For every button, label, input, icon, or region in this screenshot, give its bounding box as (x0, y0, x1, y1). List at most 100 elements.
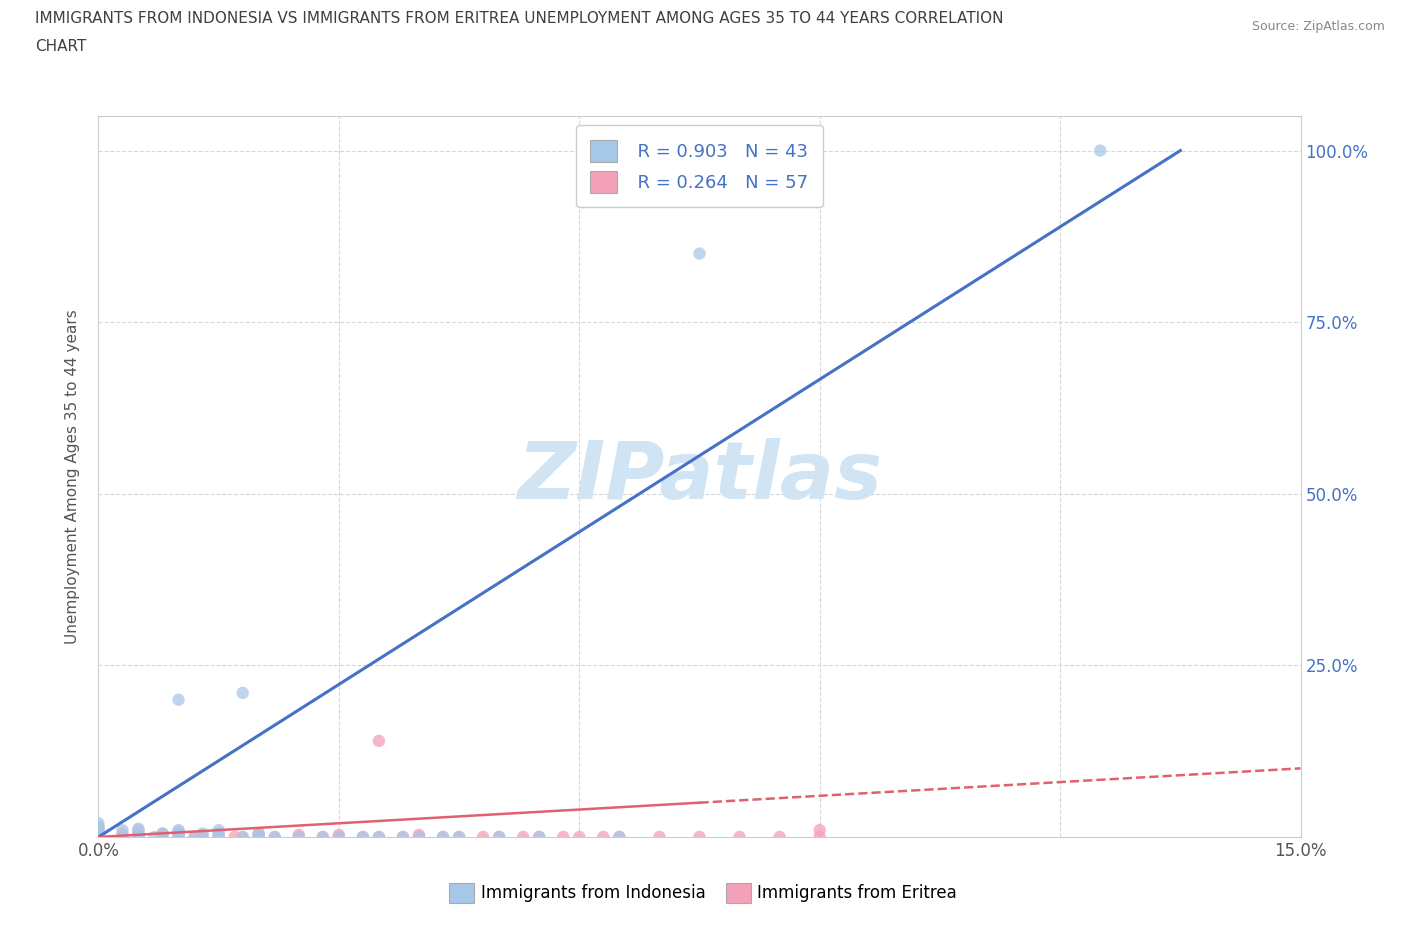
Point (1088, 143, 1111, 158)
Point (247, 826, 270, 841)
Point (208, 823, 231, 838)
Point (208, 830, 231, 844)
Point (447, 830, 470, 844)
Point (167, 826, 190, 841)
Point (568, 830, 591, 844)
Point (512, 830, 534, 844)
Point (447, 830, 470, 844)
Legend:   R = 0.903   N = 43,   R = 0.264   N = 57: R = 0.903 N = 43, R = 0.264 N = 57 (576, 126, 823, 207)
Point (167, 692, 190, 707)
Point (392, 830, 415, 844)
Point (208, 826, 231, 841)
Point (609, 830, 631, 844)
Point (128, 830, 150, 844)
Point (167, 824, 190, 839)
Point (87, 830, 110, 844)
Point (432, 830, 454, 844)
Point (529, 830, 551, 844)
Point (152, 830, 174, 844)
Point (111, 826, 134, 841)
Point (152, 826, 174, 841)
Point (328, 830, 350, 844)
Point (408, 830, 430, 844)
Point (352, 830, 374, 844)
Legend: Immigrants from Indonesia, Immigrants from Eritrea: Immigrants from Indonesia, Immigrants fr… (443, 876, 963, 910)
Point (111, 823, 134, 838)
Point (128, 823, 150, 838)
Point (247, 830, 270, 844)
Point (232, 830, 254, 844)
Point (288, 828, 311, 843)
Point (352, 830, 374, 844)
Point (87, 819, 110, 834)
Point (592, 830, 614, 844)
Point (488, 830, 510, 844)
Point (87, 819, 110, 834)
Y-axis label: Unemployment Among Ages 35 to 44 years: Unemployment Among Ages 35 to 44 years (65, 310, 80, 644)
Point (408, 830, 430, 844)
Point (208, 830, 231, 844)
Point (312, 830, 335, 844)
Point (472, 830, 495, 844)
Point (128, 826, 150, 841)
Point (288, 830, 311, 844)
Point (247, 826, 270, 841)
Point (87, 830, 110, 844)
Point (368, 734, 391, 749)
Point (368, 830, 391, 844)
Text: Source: ZipAtlas.com: Source: ZipAtlas.com (1251, 20, 1385, 33)
Point (152, 826, 174, 841)
Point (128, 821, 150, 836)
Point (167, 830, 190, 844)
Point (87, 830, 110, 844)
Point (87, 830, 110, 844)
Point (87, 824, 110, 839)
Point (87, 826, 110, 841)
Point (769, 830, 792, 844)
Point (392, 830, 415, 844)
Point (609, 830, 631, 844)
Point (232, 685, 254, 700)
Point (368, 830, 391, 844)
Point (263, 830, 285, 844)
Point (87, 823, 110, 838)
Point (224, 830, 246, 844)
Point (232, 830, 254, 844)
Point (191, 828, 214, 843)
Point (87, 830, 110, 844)
Point (128, 828, 150, 843)
Point (167, 823, 190, 838)
Point (183, 830, 205, 844)
Point (87, 823, 110, 838)
Text: CHART: CHART (35, 39, 87, 54)
Point (328, 828, 350, 843)
Point (152, 830, 174, 844)
Point (808, 823, 831, 838)
Point (128, 826, 150, 841)
Point (808, 830, 831, 844)
Point (183, 830, 205, 844)
Point (312, 830, 335, 844)
Point (247, 828, 270, 843)
Point (167, 826, 190, 841)
Point (208, 826, 231, 841)
Point (689, 830, 711, 844)
Point (128, 830, 150, 844)
Text: IMMIGRANTS FROM INDONESIA VS IMMIGRANTS FROM ERITREA UNEMPLOYMENT AMONG AGES 35 : IMMIGRANTS FROM INDONESIA VS IMMIGRANTS … (35, 11, 1004, 26)
Point (288, 830, 311, 844)
Point (648, 830, 671, 844)
Point (263, 830, 285, 844)
Point (111, 830, 134, 844)
Point (553, 830, 575, 844)
Point (191, 826, 214, 841)
Point (87, 830, 110, 844)
Point (111, 830, 134, 844)
Point (728, 830, 751, 844)
Point (529, 830, 551, 844)
Point (328, 830, 350, 844)
Point (87, 828, 110, 843)
Point (87, 826, 110, 841)
Point (432, 830, 454, 844)
Point (167, 828, 190, 843)
Point (143, 830, 166, 844)
